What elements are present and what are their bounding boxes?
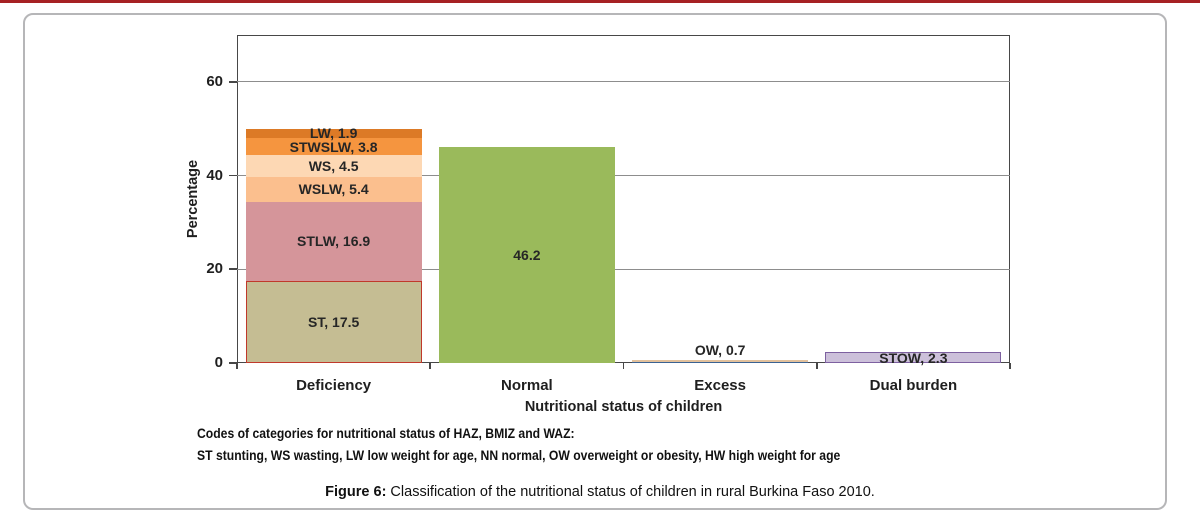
y-tick-mark-20 [229, 268, 237, 271]
bar-segment-stwslw: STWSLW, 3.8 [245, 137, 422, 156]
gridline-40 [237, 175, 1010, 177]
y-tick-label-60: 60 [206, 72, 223, 90]
bar-value-label-stlw: STLW, 16.9 [297, 233, 371, 250]
bar-segment-lw: LW, 1.9 [245, 125, 422, 142]
x-tick-mark-1 [429, 363, 432, 369]
category-label-normal: Normal [501, 377, 553, 394]
y-tick-mark-0 [229, 362, 237, 364]
bar-value-label-wslw: WSLW, 5.4 [298, 181, 369, 198]
bar-value-label-lw: LW, 1.9 [309, 125, 358, 142]
bar-segment-stlw: STLW, 16.9 [245, 201, 422, 281]
codes-note: Codes of categories for nutritional stat… [197, 422, 840, 466]
gridline-20 [237, 268, 1010, 270]
codes-note-line1: Codes of categories for nutritional stat… [197, 425, 575, 441]
y-tick-mark-40 [229, 174, 237, 177]
bar-segment-stow: STOW, 2.3 [825, 349, 1002, 366]
bar-value-label-stwslw: STWSLW, 3.8 [289, 138, 378, 155]
bar-value-label-ws: WS, 4.5 [308, 157, 359, 174]
y-tick-label-20: 20 [206, 260, 223, 278]
bar-value-label-ow: OW, 0.7 [694, 341, 746, 358]
y-axis-title: Percentage [185, 159, 201, 239]
y-tick-label-0: 0 [214, 354, 223, 371]
codes-note-line2: ST stunting, WS wasting, LW low weight f… [197, 447, 841, 463]
y-tick-label-40: 40 [206, 166, 223, 184]
bar-segment-nn: 46.2 [438, 146, 615, 363]
x-tick-mark-3 [815, 363, 818, 369]
bar-segment-ow [632, 359, 809, 363]
bar-value-label-nn: 46.2 [513, 246, 541, 263]
bar-value-label-st: ST, 17.5 [307, 314, 360, 330]
x-axis-title: Nutritional status of children [524, 399, 723, 415]
x-tick-mark-4 [1009, 363, 1011, 369]
x-tick-mark-2 [622, 363, 625, 369]
figure-caption-text: Classification of the nutritional status… [386, 484, 875, 500]
figure-caption: Figure 6: Classification of the nutritio… [0, 484, 1200, 500]
figure-caption-number: Figure 6: [325, 484, 387, 500]
category-label-deficiency: Deficiency [296, 377, 372, 394]
bar-segment-wslw: WSLW, 5.4 [245, 176, 422, 202]
page-top-accent-line [0, 0, 1200, 3]
gridline-60 [237, 81, 1010, 83]
category-label-excess: Excess [694, 377, 746, 394]
category-label-dual-burden: Dual burden [869, 377, 958, 394]
bar-segment-ws: WS, 4.5 [245, 155, 422, 177]
y-tick-mark-60 [229, 81, 237, 83]
bar-value-label-stow: STOW, 2.3 [879, 349, 948, 366]
bar-segment-st: ST, 17.5 [245, 281, 422, 363]
x-tick-mark-0 [236, 363, 238, 369]
